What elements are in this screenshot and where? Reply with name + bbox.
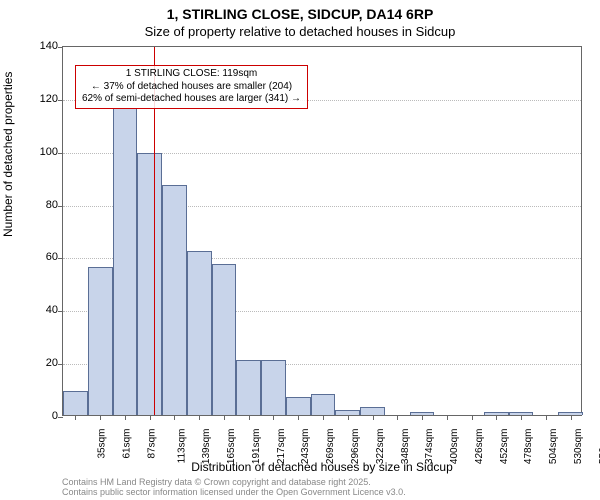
histogram-bar (88, 267, 113, 415)
x-tick-label: 165sqm (226, 429, 237, 465)
x-tick-label: 269sqm (325, 429, 336, 465)
y-tick-label: 80 (28, 199, 58, 211)
chart-container: 1, STIRLING CLOSE, SIDCUP, DA14 6RP Size… (0, 0, 600, 500)
y-tick-label: 140 (28, 40, 58, 52)
y-tick-label: 40 (28, 304, 58, 316)
y-axis-label: Number of detached properties (1, 72, 15, 237)
x-tick-label: 348sqm (400, 429, 411, 465)
x-tick-label: 322sqm (375, 429, 386, 465)
x-tick-label: 61sqm (122, 429, 133, 459)
x-tick-label: 374sqm (424, 429, 435, 465)
annotation-line2: ← 37% of detached houses are smaller (20… (82, 81, 301, 94)
histogram-bar (212, 264, 237, 415)
x-tick-label: 296sqm (350, 429, 361, 465)
histogram-bar (360, 407, 385, 415)
x-tick-label: 139sqm (202, 429, 213, 465)
chart-title-sub: Size of property relative to detached ho… (0, 24, 600, 39)
x-tick-label: 504sqm (548, 429, 559, 465)
x-tick-label: 478sqm (523, 429, 534, 465)
x-tick-label: 113sqm (176, 429, 187, 464)
y-tick-label: 120 (28, 93, 58, 105)
annotation-box: 1 STIRLING CLOSE: 119sqm ← 37% of detach… (75, 65, 308, 109)
x-axis-label: Distribution of detached houses by size … (62, 460, 582, 474)
x-tick-label: 243sqm (301, 429, 312, 465)
x-tick-label: 530sqm (573, 429, 584, 465)
x-tick-label: 426sqm (474, 429, 485, 465)
x-tick-label: 87sqm (146, 429, 157, 459)
histogram-bar (162, 185, 187, 415)
x-tick-label: 191sqm (251, 429, 262, 465)
attribution-line2: Contains public sector information licen… (62, 488, 406, 498)
histogram-bar (236, 360, 261, 416)
y-tick-label: 100 (28, 146, 58, 158)
annotation-line3: 62% of semi-detached houses are larger (… (82, 93, 301, 106)
attribution: Contains HM Land Registry data © Crown c… (62, 478, 406, 498)
y-tick-label: 0 (28, 410, 58, 422)
histogram-bar (311, 394, 336, 415)
x-tick-label: 452sqm (499, 429, 510, 465)
y-tick-label: 20 (28, 357, 58, 369)
histogram-bar (261, 360, 286, 416)
x-tick-label: 217sqm (276, 429, 287, 465)
chart-title-main: 1, STIRLING CLOSE, SIDCUP, DA14 6RP (0, 6, 600, 22)
y-tick-label: 60 (28, 251, 58, 263)
histogram-bar (286, 397, 311, 416)
histogram-bar (63, 391, 88, 415)
histogram-bar (187, 251, 212, 415)
x-tick-label: 35sqm (97, 429, 108, 459)
annotation-line1: 1 STIRLING CLOSE: 119sqm (82, 68, 301, 81)
histogram-bar (113, 108, 138, 415)
x-tick-label: 400sqm (449, 429, 460, 465)
histogram-bar (137, 153, 162, 415)
plot-area: 1 STIRLING CLOSE: 119sqm ← 37% of detach… (62, 46, 582, 416)
